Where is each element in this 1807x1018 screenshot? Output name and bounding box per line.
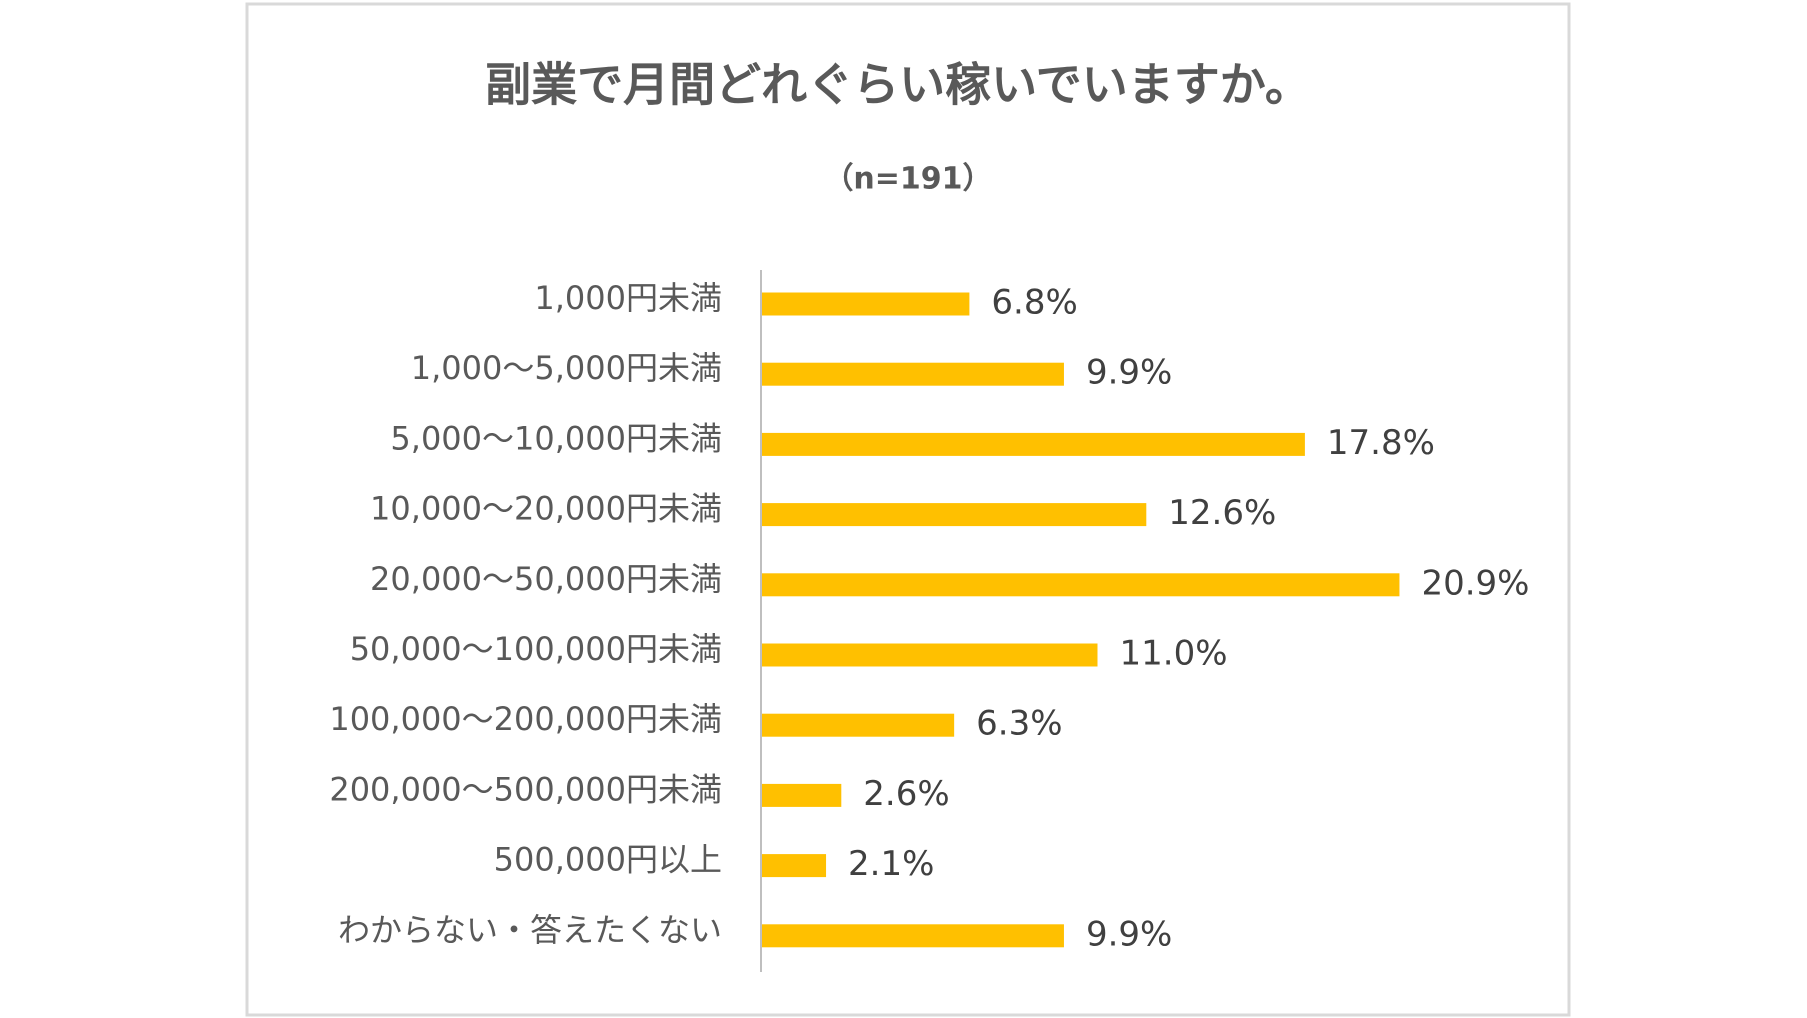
bar (762, 924, 1064, 948)
y-tick-label: 50,000～100,000円未満 (350, 630, 722, 668)
y-tick-label: 10,000～20,000円未満 (370, 490, 722, 528)
data-label: 20.9% (1421, 563, 1529, 603)
data-label: 6.3% (976, 704, 1062, 744)
bar (762, 292, 970, 316)
data-label: 17.8% (1327, 423, 1435, 463)
bar (762, 362, 1064, 386)
bar (762, 573, 1400, 597)
bar (762, 713, 955, 737)
y-tick-label: 100,000～200,000円未満 (329, 700, 722, 738)
data-label: 9.9% (1086, 353, 1172, 393)
y-tick-label: 20,000～50,000円未満 (370, 560, 722, 598)
data-label: 2.6% (863, 774, 949, 814)
bar (762, 503, 1147, 527)
data-label: 6.8% (991, 283, 1077, 323)
chart-subtitle: （n=191） (823, 162, 992, 197)
y-tick-label: 5,000～10,000円未満 (390, 419, 722, 457)
bar (762, 854, 827, 878)
chart-title: 副業で月間どれぐらい稼いでいますか。 (485, 58, 1311, 112)
y-tick-label: わからない・答えたくない (338, 911, 722, 949)
data-label: 9.9% (1086, 914, 1172, 954)
bar (762, 643, 1098, 667)
data-label: 12.6% (1168, 493, 1276, 533)
y-tick-label: 1,000～5,000円未満 (411, 349, 722, 387)
bar (762, 432, 1305, 456)
data-label: 11.0% (1120, 634, 1228, 674)
y-tick-label: 500,000円以上 (494, 841, 722, 879)
bar (762, 783, 842, 807)
y-tick-label: 1,000円未満 (534, 279, 722, 317)
y-tick-label: 200,000～500,000円未満 (329, 770, 722, 808)
data-label: 2.1% (848, 844, 934, 884)
